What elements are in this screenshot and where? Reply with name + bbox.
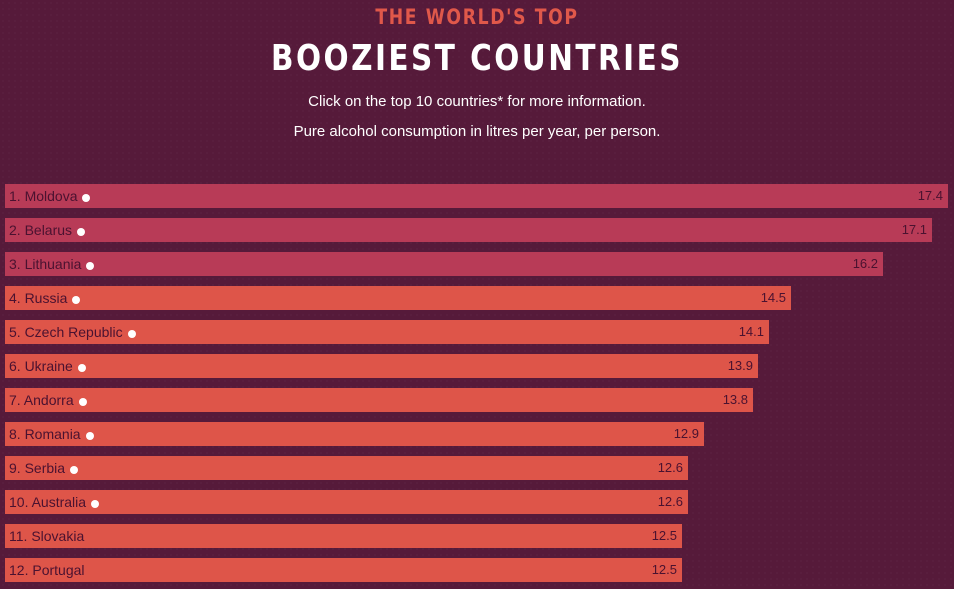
bar-value-label: 12.9 — [673, 426, 699, 441]
bar-9[interactable]: 9. Serbia 12.6 — [5, 456, 688, 480]
bar-chart: 1. Moldova 17.4 2. Belarus 17.1 3. Lithuania… — [5, 184, 949, 589]
bar-label: 9. Serbia — [9, 459, 79, 477]
bar-label: 7. Andorra — [9, 391, 87, 409]
bar-value-label: 12.6 — [657, 460, 683, 475]
chart-instruction: Click on the top 10 countries* for more … — [308, 93, 646, 110]
info-dot-icon[interactable] — [77, 228, 86, 236]
bar-label: 8. Romania — [9, 425, 94, 443]
info-dot-icon[interactable] — [127, 330, 136, 338]
bar-label: 11. Slovakia — [9, 528, 85, 544]
bar-label: 10. Australia — [9, 493, 100, 511]
bar-4[interactable]: 4. Russia 14.5 — [5, 286, 791, 310]
bar-value-label: 16.2 — [852, 256, 878, 271]
bar-label: 4. Russia — [9, 289, 81, 307]
bar-value-label: 13.8 — [722, 392, 748, 407]
bar-8[interactable]: 8. Romania 12.9 — [5, 422, 704, 446]
bar-value-label: 14.1 — [738, 324, 764, 339]
bar-2[interactable]: 2. Belarus 17.1 — [5, 218, 932, 242]
bar-1[interactable]: 1. Moldova 17.4 — [5, 184, 948, 208]
bar-10[interactable]: 10. Australia 12.6 — [5, 490, 688, 514]
info-dot-icon[interactable] — [86, 262, 95, 270]
chart-unit-note: Pure alcohol consumption in litres per y… — [293, 123, 661, 140]
info-dot-icon[interactable] — [82, 194, 91, 202]
info-dot-icon[interactable] — [72, 296, 81, 304]
info-dot-icon[interactable] — [91, 500, 100, 508]
info-dot-icon[interactable] — [85, 432, 94, 440]
bar-value-label: 13.9 — [727, 358, 753, 373]
info-dot-icon[interactable] — [70, 466, 79, 474]
bar-label: 12. Portugal — [9, 562, 85, 578]
bar-label: 2. Belarus — [9, 221, 86, 239]
bar-label: 6. Ukraine — [9, 357, 86, 375]
info-dot-icon[interactable] — [77, 364, 86, 372]
chart-kicker: THE WORLD'S TOP — [375, 5, 579, 29]
bar-value-label: 17.4 — [917, 188, 943, 203]
bar-value-label: 17.1 — [901, 222, 927, 237]
bar-value-label: 12.5 — [651, 528, 677, 543]
bar-value-label: 14.5 — [760, 290, 786, 305]
bar-3[interactable]: 3. Lithuania 16.2 — [5, 252, 883, 276]
bar-value-label: 12.6 — [657, 494, 683, 509]
bar-12: 12. Portugal 12.5 — [5, 558, 682, 582]
bar-label: 5. Czech Republic — [9, 323, 136, 341]
info-dot-icon[interactable] — [78, 398, 87, 406]
bar-value-label: 12.5 — [651, 562, 677, 577]
bar-5[interactable]: 5. Czech Republic 14.1 — [5, 320, 769, 344]
bar-label: 1. Moldova — [9, 187, 91, 205]
bar-label: 3. Lithuania — [9, 255, 95, 273]
chart-title: BOOZIEST COUNTRIES — [271, 38, 683, 79]
bar-6[interactable]: 6. Ukraine 13.9 — [5, 354, 758, 378]
bar-7[interactable]: 7. Andorra 13.8 — [5, 388, 753, 412]
bar-11: 11. Slovakia 12.5 — [5, 524, 682, 548]
